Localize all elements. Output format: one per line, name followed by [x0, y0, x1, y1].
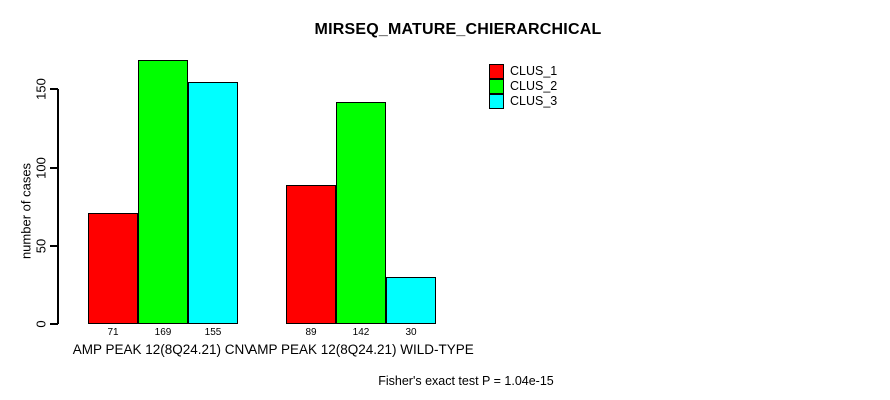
- bar-value-label: 30: [405, 327, 417, 338]
- bar-value-label: 169: [154, 327, 172, 338]
- legend-row: CLUS_2: [489, 79, 557, 94]
- chart-title: MIRSEQ_MATURE_CHIERARCHICAL: [314, 21, 602, 38]
- annotation-fisher-test: Fisher's exact test P = 1.04e-15: [378, 374, 554, 388]
- y-tick-mark: [50, 88, 58, 91]
- y-tick-label: 50: [33, 238, 49, 254]
- y-tick-mark: [50, 166, 58, 169]
- y-tick-label: 150: [33, 78, 49, 101]
- y-tick-mark: [50, 323, 58, 325]
- y-tick-label: 100: [33, 156, 49, 179]
- legend-label: CLUS_1: [510, 64, 558, 78]
- y-tick-mark: [50, 244, 58, 247]
- bar-value-label: 71: [107, 327, 119, 338]
- y-axis-label: number of cases: [18, 162, 34, 260]
- bar-clus_1-group1: [88, 212, 138, 324]
- bar-value-label: 155: [204, 327, 222, 338]
- group-label: AMP PEAK 12(8Q24.21) WILD-TYPE: [248, 342, 474, 357]
- bar-value-label: 89: [305, 327, 317, 338]
- group-label: AMP PEAK 12(8Q24.21) CNV: [72, 342, 254, 357]
- legend-row: CLUS_3: [489, 94, 557, 109]
- bar-clus_3-group2: [386, 277, 436, 324]
- legend-swatch-clus_2: [489, 79, 504, 94]
- y-tick-label: 0: [33, 320, 49, 328]
- legend-row: CLUS_1: [489, 64, 557, 79]
- legend-swatch-clus_3: [489, 94, 504, 109]
- bar-clus_1-group2: [286, 184, 336, 324]
- y-axis-line: [57, 89, 59, 324]
- bar-clus_2-group1: [138, 59, 188, 324]
- legend-label: CLUS_3: [510, 94, 558, 108]
- legend: CLUS_1 CLUS_2 CLUS_3: [489, 64, 557, 109]
- legend-swatch-clus_1: [489, 64, 504, 79]
- legend-label: CLUS_2: [510, 79, 558, 93]
- bar-value-label: 142: [352, 327, 370, 338]
- bar-clus_3-group1: [188, 81, 238, 324]
- bar-clus_2-group2: [336, 101, 386, 324]
